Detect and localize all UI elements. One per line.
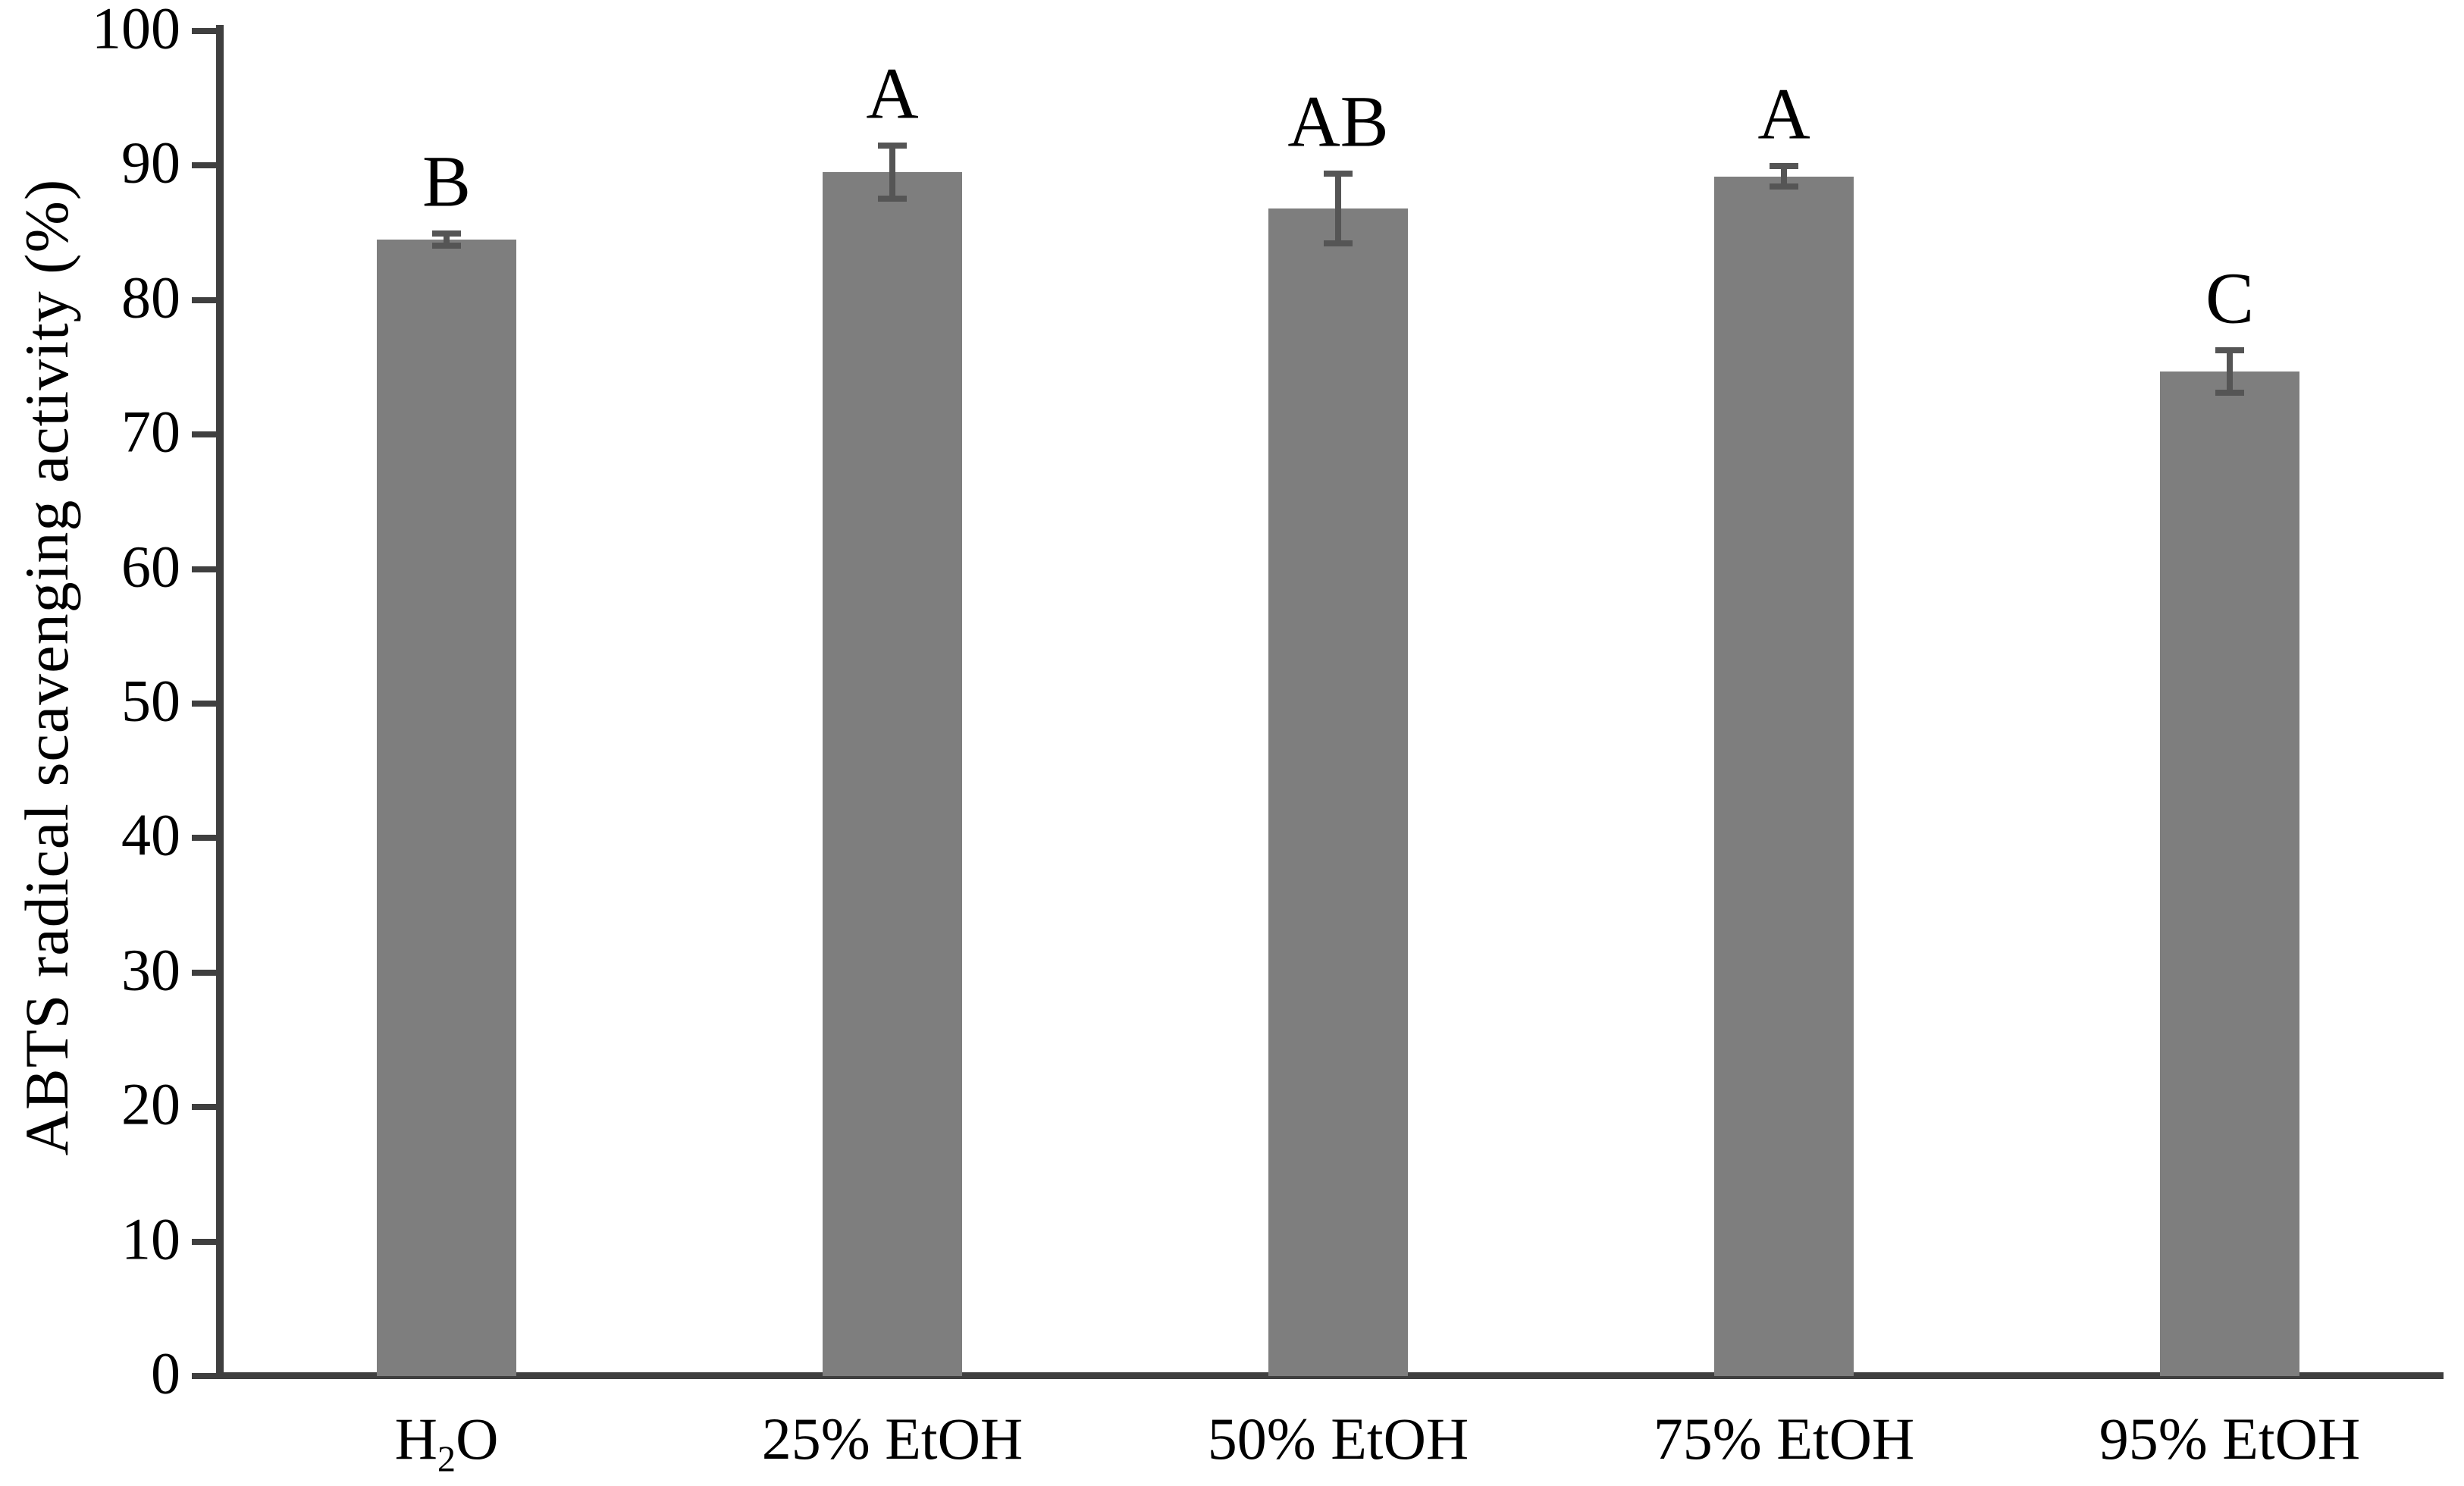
x-category-label: 25% EtOH xyxy=(761,1406,1024,1472)
error-bar-stem xyxy=(2227,346,2233,396)
significance-letter: B xyxy=(422,140,472,222)
y-tick-label: 0 xyxy=(151,1340,180,1406)
y-tick-label: 40 xyxy=(121,801,180,868)
x-category-label: 95% EtOH xyxy=(2099,1406,2361,1472)
y-tick-label: 30 xyxy=(121,936,180,1003)
bar xyxy=(2160,371,2299,1376)
bar xyxy=(377,239,516,1376)
error-bar-top-cap xyxy=(1324,171,1353,177)
y-tick xyxy=(192,431,216,438)
error-bar-bottom-cap xyxy=(1324,240,1353,246)
y-tick xyxy=(192,969,216,976)
bar xyxy=(823,172,962,1376)
y-tick xyxy=(192,162,216,169)
y-tick-label: 100 xyxy=(92,0,180,61)
error-bar-stem xyxy=(1781,162,1787,190)
error-bar-stem xyxy=(1335,171,1341,246)
y-tick xyxy=(192,28,216,34)
y-tick-label: 90 xyxy=(121,129,180,196)
y-tick-label: 70 xyxy=(121,398,180,465)
x-category-label: 50% EtOH xyxy=(1207,1406,1469,1472)
y-tick-label: 20 xyxy=(121,1071,180,1137)
y-tick-label: 80 xyxy=(121,264,180,331)
error-bar-bottom-cap xyxy=(2215,389,2244,396)
y-tick-label: 60 xyxy=(121,532,180,599)
y-tick-label: 50 xyxy=(121,667,180,734)
y-axis-line xyxy=(216,25,224,1379)
y-tick xyxy=(192,701,216,707)
significance-letter: A xyxy=(1757,73,1810,155)
y-tick xyxy=(192,566,216,572)
error-bar-top-cap xyxy=(1770,162,1798,169)
y-tick xyxy=(192,296,216,303)
significance-letter: AB xyxy=(1287,80,1389,162)
y-tick xyxy=(192,1373,216,1379)
error-bar-stem xyxy=(889,143,895,202)
bar xyxy=(1268,208,1408,1376)
error-bar-top-cap xyxy=(2215,346,2244,353)
significance-letter: C xyxy=(2205,257,2255,339)
y-tick xyxy=(192,1104,216,1111)
y-tick xyxy=(192,1238,216,1245)
y-tick xyxy=(192,835,216,842)
error-bar-top-cap xyxy=(878,143,907,149)
error-bar-bottom-cap xyxy=(432,243,461,249)
y-tick-label: 10 xyxy=(121,1205,180,1271)
error-bar-stem xyxy=(444,230,450,249)
x-category-label: H2O xyxy=(394,1406,499,1480)
significance-letter: A xyxy=(866,52,919,134)
bar xyxy=(1714,176,1854,1376)
error-bar-bottom-cap xyxy=(1770,183,1798,190)
error-bar-top-cap xyxy=(432,230,461,237)
error-bar-bottom-cap xyxy=(878,196,907,202)
x-category-label: 75% EtOH xyxy=(1653,1406,1915,1472)
